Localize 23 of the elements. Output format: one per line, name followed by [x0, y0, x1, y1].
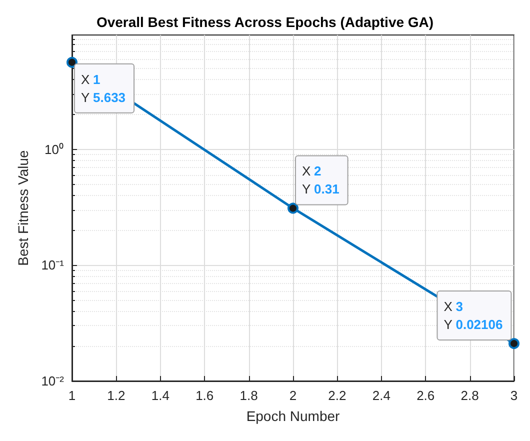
- x-tick-label: 3: [510, 388, 518, 403]
- y-tick-label: 10⁰: [44, 142, 64, 157]
- chart-title: Overall Best Fitness Across Epochs (Adaptive GA): [96, 14, 434, 30]
- x-tick-label: 2.8: [460, 388, 479, 403]
- x-tick-label: 2.2: [328, 388, 346, 403]
- x-tick-label: 2.4: [372, 388, 390, 403]
- x-tick-label: 1: [68, 388, 76, 403]
- point: [508, 338, 520, 350]
- y-tick-label: 10⁻²: [41, 374, 65, 388]
- x-tick-label: 1.6: [196, 388, 214, 403]
- annotation: X 3 Y 0.02106: [444, 299, 503, 332]
- point: [288, 202, 298, 214]
- x-tick-label: 1.2: [107, 388, 126, 403]
- x-tick-label: 1.4: [151, 388, 170, 403]
- annotation: X 1 Y 5.633: [81, 72, 126, 105]
- point: [66, 56, 78, 68]
- x-axis-title: Epoch Number: [246, 408, 340, 424]
- annotation: X 2 Y 0.31: [302, 164, 340, 197]
- y-tick-label: 10⁻¹: [41, 258, 65, 273]
- x-tick-label: 2: [289, 388, 297, 403]
- x-tick-label: 1.8: [240, 388, 258, 403]
- x-tick-label: 2.6: [416, 388, 435, 403]
- y-axis-title: Best Fitness Value: [15, 150, 31, 266]
